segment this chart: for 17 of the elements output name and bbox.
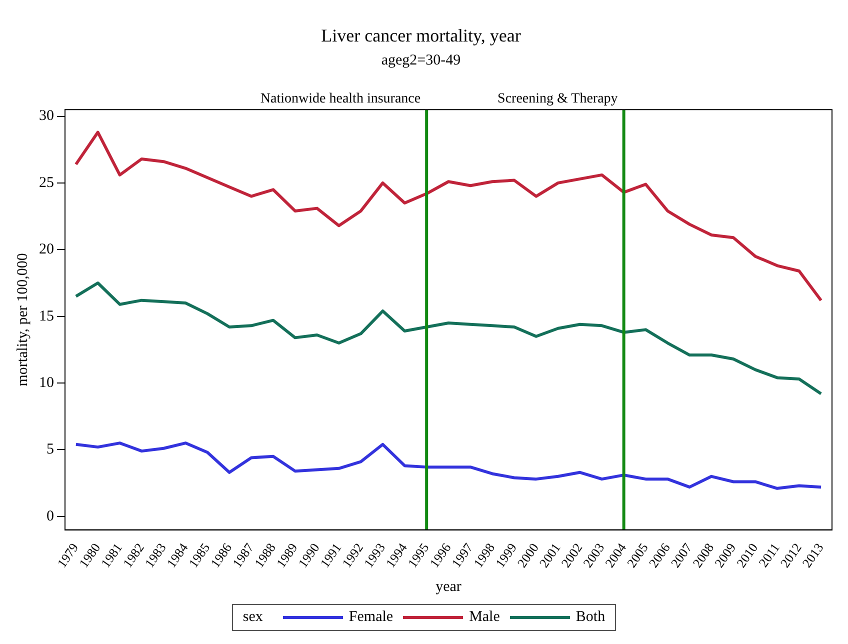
y-tick-label: 5: [46, 442, 54, 458]
y-tick-label: 0: [46, 508, 54, 524]
legend-title: sex: [242, 609, 263, 626]
y-tick-label: 20: [39, 242, 54, 258]
ref-line-label: Nationwide health insurance: [260, 91, 421, 106]
chart-title: Liver cancer mortality, year: [321, 26, 521, 46]
ref-line-label: Screening & Therapy: [498, 91, 618, 106]
legend-label: Female: [348, 609, 394, 626]
y-tick-label: 15: [39, 308, 54, 324]
legend-label: Both: [574, 609, 606, 626]
y-tick-label: 25: [39, 174, 54, 191]
x-axis-title: year: [436, 578, 462, 595]
y-tick-label: 30: [39, 108, 54, 124]
y-tick-label: 10: [39, 374, 54, 391]
legend-label: Male: [468, 609, 500, 626]
chart-subtitle: ageg2=30-49: [381, 52, 461, 69]
y-axis-title: mortality, per 100,000: [14, 253, 31, 386]
